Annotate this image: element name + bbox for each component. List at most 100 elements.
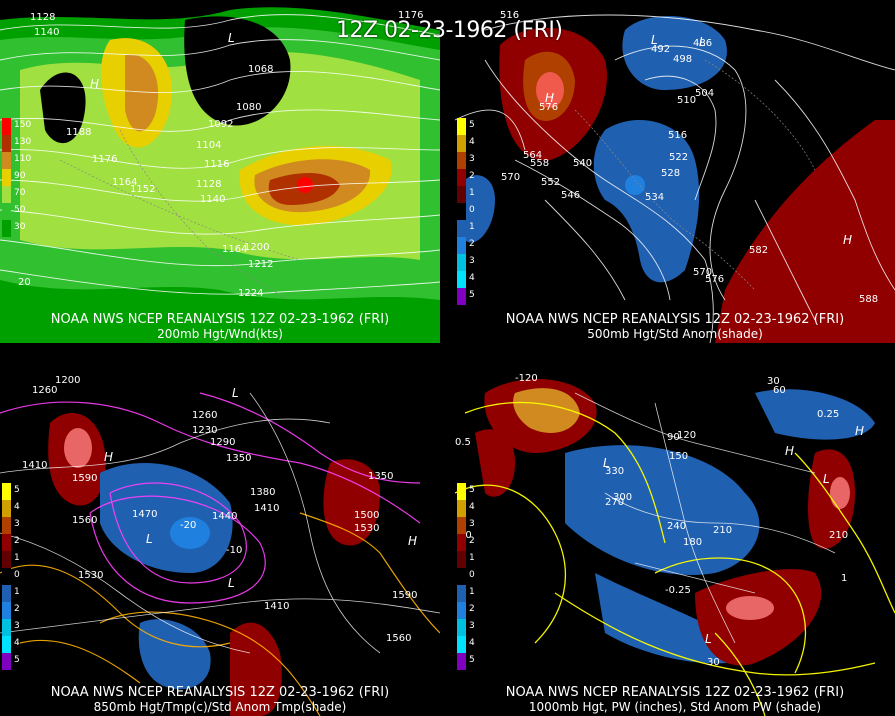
contour-label: 300 [613, 492, 632, 503]
legend-label: 1 [14, 587, 20, 597]
contour-label: 570 [501, 172, 520, 183]
legend-swatch [457, 636, 466, 653]
legend-swatch [457, 517, 466, 534]
contour-label: 1080 [236, 102, 261, 113]
legend-entry: 5 [2, 483, 42, 500]
color-legend: 5 4 3 2 1 0 1 2 3 4 5 [457, 118, 497, 305]
legend-entry: 3 [457, 152, 497, 169]
legend-label: 130 [14, 137, 32, 147]
contour-label: 558 [530, 158, 549, 169]
contour-label: 1188 [66, 127, 91, 138]
legend-entry: 2 [457, 534, 497, 551]
legend-entry: 2 [457, 169, 497, 186]
legend-label: 3 [469, 621, 475, 631]
legend-label: 5 [469, 290, 475, 300]
high-pressure-marker: H [855, 424, 864, 438]
legend-entry: 1 [457, 551, 497, 568]
panel-1000mb: -120 30 60 90 120 150 180 210 240 270 30… [455, 373, 895, 716]
legend-swatch [457, 237, 466, 254]
legend-swatch [457, 551, 466, 568]
legend-swatch [457, 534, 466, 551]
contour-label: 1176 [92, 154, 117, 165]
contour-label: 150 [669, 451, 688, 462]
legend-swatch [2, 152, 11, 169]
legend-swatch [457, 585, 466, 602]
legend-entry: 5 [457, 483, 497, 500]
legend-label: 0 [469, 570, 475, 580]
contour-label: 0.5 [455, 437, 471, 448]
map-850mb: 1200 1260 1410 1590 1560 1530 1470 1440 … [0, 373, 440, 716]
legend-swatch [2, 602, 11, 619]
contour-label: 1530 [354, 523, 379, 534]
low-pressure-marker: L [232, 386, 239, 400]
legend-entry: 5 [2, 653, 42, 670]
contour-label: 576 [705, 274, 724, 285]
high-pressure-marker: H [90, 77, 99, 91]
legend-entry: 3 [2, 619, 42, 636]
legend-entry: 1 [457, 186, 497, 203]
legend-entry: 3 [457, 619, 497, 636]
legend-label: 70 [14, 188, 26, 198]
legend-entry: 90 [2, 169, 42, 186]
legend-label: 4 [469, 137, 475, 147]
legend-swatch [457, 288, 466, 305]
chart-title: 12Z 02-23-1962 (FRI) [336, 18, 563, 43]
legend-label: 110 [14, 154, 32, 164]
contour-label: 1350 [368, 471, 393, 482]
legend-label: 4 [14, 502, 20, 512]
legend-swatch [457, 220, 466, 237]
legend-swatch [457, 271, 466, 288]
panel-subcaption: 500mb Hgt/Std Anom(shade) [587, 327, 763, 341]
legend-swatch [2, 619, 11, 636]
legend-label: 4 [469, 273, 475, 283]
low-pressure-marker: L [228, 576, 235, 590]
contour-label: 588 [859, 294, 878, 305]
contour-label: -20 [180, 520, 196, 531]
color-legend: 150 130 110 90 70 50 30 [2, 118, 42, 237]
high-pressure-marker: H [104, 450, 113, 464]
legend-label: 2 [14, 536, 20, 546]
low-pressure-marker: L [705, 632, 712, 646]
contour-label: 516 [668, 130, 687, 141]
legend-swatch [457, 169, 466, 186]
contour-label: 1164 [222, 244, 247, 255]
legend-label: 3 [14, 621, 20, 631]
legend-label: 2 [469, 536, 475, 546]
legend-label: 5 [469, 485, 475, 495]
contour-label: 1140 [34, 27, 59, 38]
contour-label: 510 [677, 95, 696, 106]
contour-label: 1068 [248, 64, 273, 75]
contour-label: 570 [693, 267, 712, 278]
contour-label: 120 [677, 430, 696, 441]
contour-label: -10 [226, 545, 242, 556]
contour-label: 1500 [354, 510, 379, 521]
low-pressure-marker: L [699, 35, 706, 49]
panel-subcaption: 850mb Hgt/Tmp(c)/Std Anom Tmp(shade) [93, 700, 347, 714]
contour-label: 492 [651, 44, 670, 55]
legend-label: 4 [14, 638, 20, 648]
legend-swatch [2, 220, 11, 237]
legend-entry: 1 [2, 585, 42, 602]
contour-label: 1092 [208, 119, 233, 130]
contour-label: 30 [707, 657, 720, 668]
legend-swatch [2, 118, 11, 135]
contour-label: 210 [713, 525, 732, 536]
legend-swatch [2, 568, 11, 585]
contour-label: 1176 [398, 10, 423, 21]
contour-label: 1104 [196, 140, 221, 151]
legend-entry: 3 [457, 254, 497, 271]
legend-swatch [2, 585, 11, 602]
legend-entry: 4 [457, 271, 497, 288]
contour-label: 1380 [250, 487, 275, 498]
legend-label: 5 [14, 655, 20, 665]
contour-label: 1530 [78, 570, 103, 581]
legend-swatch [457, 653, 466, 670]
legend-entry: 1 [2, 551, 42, 568]
legend-label: 2 [14, 604, 20, 614]
legend-swatch [457, 500, 466, 517]
contour-label: 1164 [112, 177, 137, 188]
legend-swatch [2, 517, 11, 534]
contour-label: 1260 [192, 410, 217, 421]
legend-swatch [2, 636, 11, 653]
legend-swatch [2, 483, 11, 500]
